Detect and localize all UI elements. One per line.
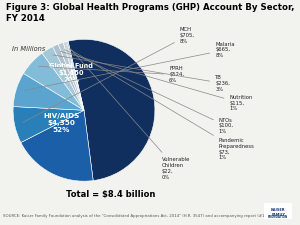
Text: Global Fund
$1,650
20%: Global Fund $1,650 20% (49, 63, 93, 83)
Text: SOURCE: Kaiser Family Foundation analysis of the "Consolidated Appropriations Ac: SOURCE: Kaiser Family Foundation analysi… (3, 214, 279, 218)
Text: NTOs
$100,
1%: NTOs $100, 1% (65, 50, 234, 134)
Text: Vulnerable
Children
$22,
0%: Vulnerable Children $22, 0% (70, 49, 190, 180)
Text: MCH
$705,
8%: MCH $705, 8% (23, 27, 195, 123)
Wedge shape (58, 43, 84, 110)
Wedge shape (67, 41, 84, 110)
Text: In Millions: In Millions (12, 46, 45, 52)
Text: Total = $8.4 billion: Total = $8.4 billion (66, 190, 156, 199)
Text: FOUNDATION: FOUNDATION (268, 215, 288, 219)
Wedge shape (53, 44, 84, 110)
Wedge shape (21, 110, 93, 181)
Wedge shape (13, 73, 84, 110)
Wedge shape (13, 107, 84, 142)
Wedge shape (42, 47, 84, 110)
Text: Figure 3: Global Health Programs (GHP) Account By Sector,
FY 2014: Figure 3: Global Health Programs (GHP) A… (6, 3, 295, 23)
Text: FPRH
$524,
6%: FPRH $524, 6% (39, 66, 184, 83)
Text: Nutrition
$115,
1%: Nutrition $115, 1% (60, 51, 253, 111)
Text: TB
$236,
3%: TB $236, 3% (53, 55, 230, 92)
Text: HIV/AIDS
$4,350
52%: HIV/AIDS $4,350 52% (43, 113, 80, 133)
Text: FAMILY: FAMILY (271, 213, 285, 217)
Text: Pandemic
Preparedness
$73,
1%: Pandemic Preparedness $73, 1% (69, 49, 255, 160)
FancyBboxPatch shape (264, 203, 292, 219)
Text: KAISER: KAISER (271, 208, 286, 212)
Wedge shape (63, 41, 84, 110)
Wedge shape (23, 53, 84, 110)
Wedge shape (68, 39, 155, 180)
Text: Malaria
$665,
8%: Malaria $665, 8% (24, 42, 235, 90)
